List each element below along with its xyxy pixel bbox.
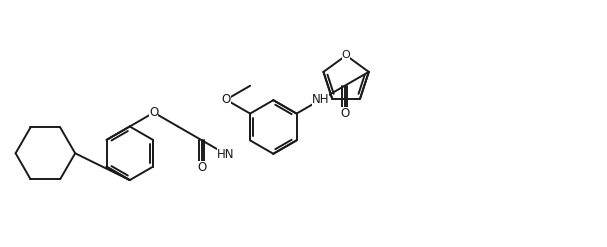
Text: HN: HN [217, 148, 235, 161]
Text: NH: NH [312, 93, 330, 106]
Text: O: O [222, 93, 231, 106]
Text: O: O [197, 162, 206, 174]
Text: O: O [342, 50, 350, 61]
Text: O: O [149, 106, 158, 119]
Text: O: O [340, 107, 350, 120]
